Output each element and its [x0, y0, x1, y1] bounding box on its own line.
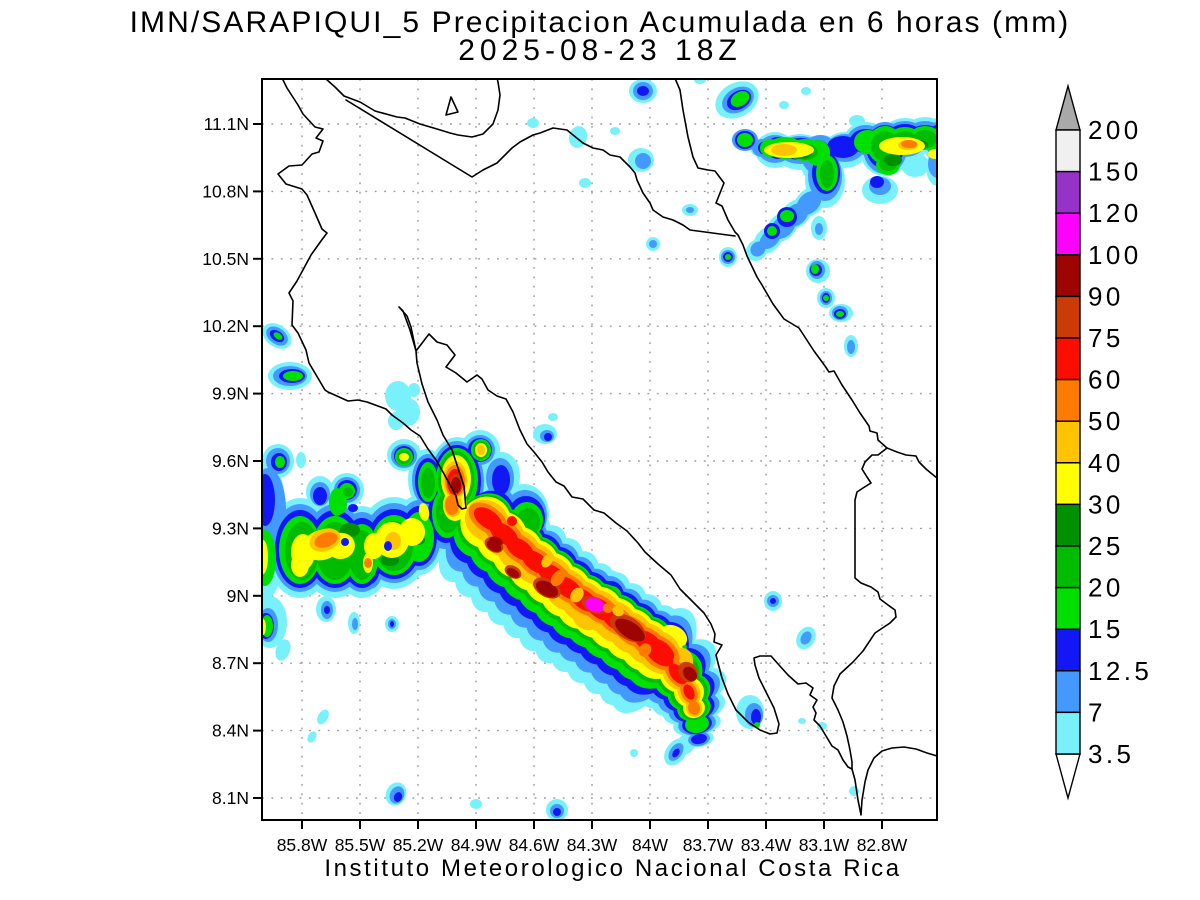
- svg-text:25: 25: [1088, 531, 1124, 561]
- svg-text:2025-08-23 18Z: 2025-08-23 18Z: [458, 34, 742, 67]
- svg-text:10.2N: 10.2N: [202, 316, 249, 336]
- svg-text:84W: 84W: [632, 835, 668, 855]
- svg-text:8.4N: 8.4N: [212, 721, 249, 741]
- svg-text:9.6N: 9.6N: [212, 451, 249, 471]
- svg-text:60: 60: [1088, 365, 1124, 395]
- svg-text:120: 120: [1088, 198, 1142, 228]
- svg-text:75: 75: [1088, 323, 1124, 353]
- svg-text:7: 7: [1088, 697, 1106, 727]
- svg-text:9.3N: 9.3N: [212, 518, 249, 538]
- svg-text:9N: 9N: [227, 586, 249, 606]
- svg-text:84.3W: 84.3W: [567, 835, 618, 855]
- svg-text:85.8W: 85.8W: [277, 835, 328, 855]
- svg-text:11.1N: 11.1N: [204, 114, 249, 134]
- svg-text:20: 20: [1088, 573, 1124, 603]
- svg-text:3.5: 3.5: [1088, 739, 1134, 769]
- svg-text:50: 50: [1088, 406, 1124, 436]
- svg-text:83.4W: 83.4W: [741, 835, 792, 855]
- svg-text:200: 200: [1088, 115, 1142, 145]
- svg-text:84.9W: 84.9W: [451, 835, 502, 855]
- svg-text:8.7N: 8.7N: [212, 653, 249, 673]
- svg-text:84.6W: 84.6W: [509, 835, 560, 855]
- svg-text:15: 15: [1088, 614, 1124, 644]
- svg-text:8.1N: 8.1N: [212, 788, 249, 808]
- svg-text:83.1W: 83.1W: [799, 835, 850, 855]
- svg-text:150: 150: [1088, 157, 1142, 187]
- svg-text:30: 30: [1088, 489, 1124, 519]
- svg-text:85.5W: 85.5W: [335, 835, 386, 855]
- svg-text:90: 90: [1088, 281, 1124, 311]
- svg-text:85.2W: 85.2W: [393, 835, 444, 855]
- svg-text:40: 40: [1088, 448, 1124, 478]
- svg-text:9.9N: 9.9N: [212, 384, 249, 404]
- svg-text:83.7W: 83.7W: [683, 835, 734, 855]
- svg-text:Instituto Meteorologico Nacion: Instituto Meteorologico Nacional Costa R…: [324, 855, 901, 882]
- svg-text:10.5N: 10.5N: [202, 249, 249, 269]
- svg-text:12.5: 12.5: [1088, 656, 1152, 686]
- svg-text:100: 100: [1088, 240, 1142, 270]
- svg-text:10.8N: 10.8N: [202, 181, 249, 201]
- svg-text:82.8W: 82.8W: [857, 835, 908, 855]
- svg-text:IMN/SARAPIQUI_5 Precipitacion: IMN/SARAPIQUI_5 Precipitacion Acumulada …: [130, 6, 1071, 39]
